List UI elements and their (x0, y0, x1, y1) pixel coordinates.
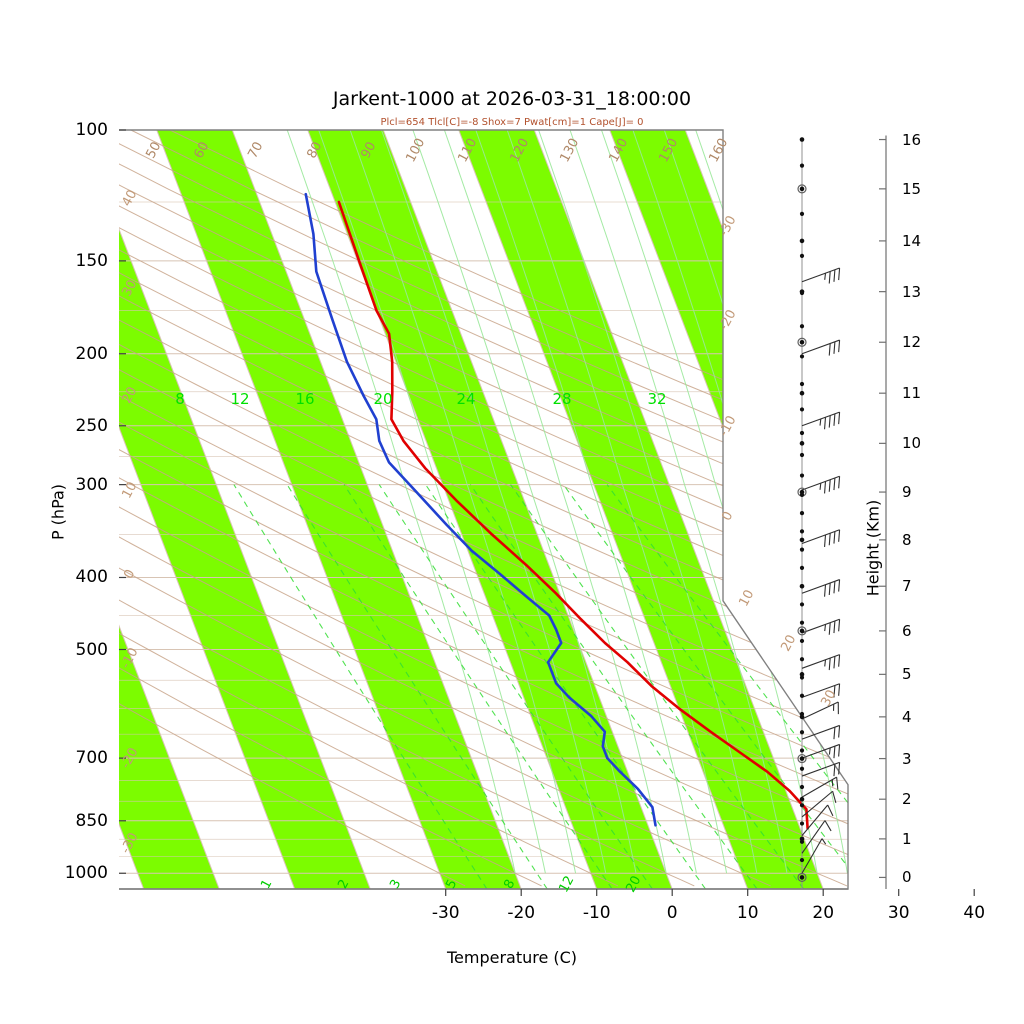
level-dot (799, 628, 805, 634)
height-tick-14: 14 (902, 231, 922, 250)
height-tick-9: 9 (902, 483, 912, 502)
wind-barb (801, 579, 841, 597)
wind-barb (801, 743, 841, 759)
level-dot (799, 672, 805, 677)
level-dot (799, 756, 805, 761)
wind-barb (801, 475, 841, 494)
level-dot (799, 836, 805, 842)
level-dot (799, 238, 805, 244)
wind-barb (801, 654, 841, 671)
isotherm-right-label: 30 (818, 688, 839, 710)
height-tick-3: 3 (902, 749, 912, 768)
height-tick-6: 6 (902, 621, 912, 640)
dry-adiabat-label: 90 (358, 140, 379, 162)
wind-barb (801, 267, 841, 284)
height-marker (797, 337, 807, 347)
wind-barb (801, 339, 841, 356)
theta-e-label: 12 (230, 390, 249, 408)
level-dot (799, 441, 805, 446)
level-dot (799, 186, 805, 192)
height-tick-8: 8 (902, 530, 912, 549)
theta-e-label: 16 (295, 390, 314, 408)
height-tick-12: 12 (902, 333, 922, 352)
wind-barb (801, 529, 841, 548)
level-dot (799, 390, 805, 396)
pressure-tick-700: 700 (75, 748, 108, 769)
height-marker (797, 872, 807, 883)
sounding-indices-subtitle: Plcl=654 Tlcl[C]=-8 Shox=7 Pwat[cm]=1 Ca… (380, 117, 644, 128)
height-tick-2: 2 (902, 790, 912, 809)
temp-tick-10: 10 (736, 903, 759, 923)
x-axis-label: Temperature (C) (446, 948, 578, 967)
isotherm-left-label: 20 (119, 385, 140, 407)
level-dot (799, 875, 805, 880)
height-tick-15: 15 (902, 179, 922, 198)
wind-barb (801, 411, 841, 430)
temp-tick--20: -20 (507, 903, 536, 923)
theta-e-label: 8 (175, 390, 185, 408)
isotherm-left-label: 40 (119, 188, 140, 210)
height-tick-4: 4 (902, 707, 912, 726)
wind-barb (801, 683, 841, 698)
height-tick-5: 5 (902, 665, 912, 684)
height-marker (797, 753, 807, 764)
wind-barb (801, 804, 834, 836)
dry-adiabat-label: 50 (143, 140, 164, 162)
height-tick-7: 7 (902, 577, 912, 596)
pressure-tick-850: 850 (75, 810, 108, 831)
wind-barb (801, 618, 841, 635)
wind-barb (801, 776, 839, 798)
wind-barb (801, 838, 827, 874)
theta-e-label: 24 (456, 390, 475, 408)
pressure-tick-1000: 1000 (64, 863, 108, 884)
height-marker (797, 626, 807, 636)
height-tick-0: 0 (902, 868, 912, 887)
temp-tick-40: 40 (963, 903, 986, 923)
height-tick-1: 1 (902, 829, 912, 848)
isotherm-left-label: 10 (119, 480, 140, 502)
dry-adiabat-label: 70 (245, 140, 266, 162)
level-dot (799, 796, 805, 802)
level-dot (799, 537, 805, 543)
level-dot (799, 339, 805, 345)
pressure-tick-100: 100 (75, 120, 108, 140)
temp-tick-20: 20 (812, 903, 835, 923)
wind-barb (801, 820, 832, 854)
temp-tick-0: 0 (666, 903, 678, 923)
height-tick-11: 11 (902, 384, 922, 403)
height-marker (797, 184, 807, 194)
profile-temperature (337, 200, 809, 830)
pressure-tick-500: 500 (75, 639, 108, 660)
temp-tick-30: 30 (887, 903, 910, 923)
wind-barb (801, 790, 837, 818)
height-tick-16: 16 (902, 130, 922, 149)
page-title: Jarkent-1000 at 2026-03-31_18:00:00 (332, 88, 692, 110)
mixing-ratio-label: 20 (623, 874, 644, 896)
theta-e-label: 28 (552, 390, 571, 408)
wind-barb (801, 724, 841, 740)
temp-tick--30: -30 (431, 903, 460, 923)
wind-barb (801, 701, 839, 720)
pressure-tick-400: 400 (75, 567, 108, 588)
level-dot (799, 137, 805, 142)
profile-dewpoint (304, 192, 657, 827)
pressure-tick-200: 200 (75, 343, 108, 364)
isotherm-left-label: 30 (119, 278, 140, 300)
wind-barb (801, 761, 841, 777)
theta-e-label: 32 (647, 390, 666, 408)
isotherm-right-label: 20 (778, 633, 799, 655)
height-tick-10: 10 (902, 434, 922, 453)
dry-adiabat-label: 80 (304, 140, 325, 162)
height-tick-13: 13 (902, 282, 922, 301)
theta-e-label: 20 (373, 390, 392, 408)
pressure-tick-150: 150 (75, 250, 108, 271)
isotherm-right-label: 10 (736, 588, 757, 610)
mixing-ratio-label: 12 (556, 874, 577, 896)
pressure-tick-250: 250 (75, 415, 108, 436)
temp-tick--10: -10 (582, 903, 611, 923)
dry-adiabat-label: 60 (191, 140, 212, 162)
pressure-tick-300: 300 (75, 474, 108, 495)
